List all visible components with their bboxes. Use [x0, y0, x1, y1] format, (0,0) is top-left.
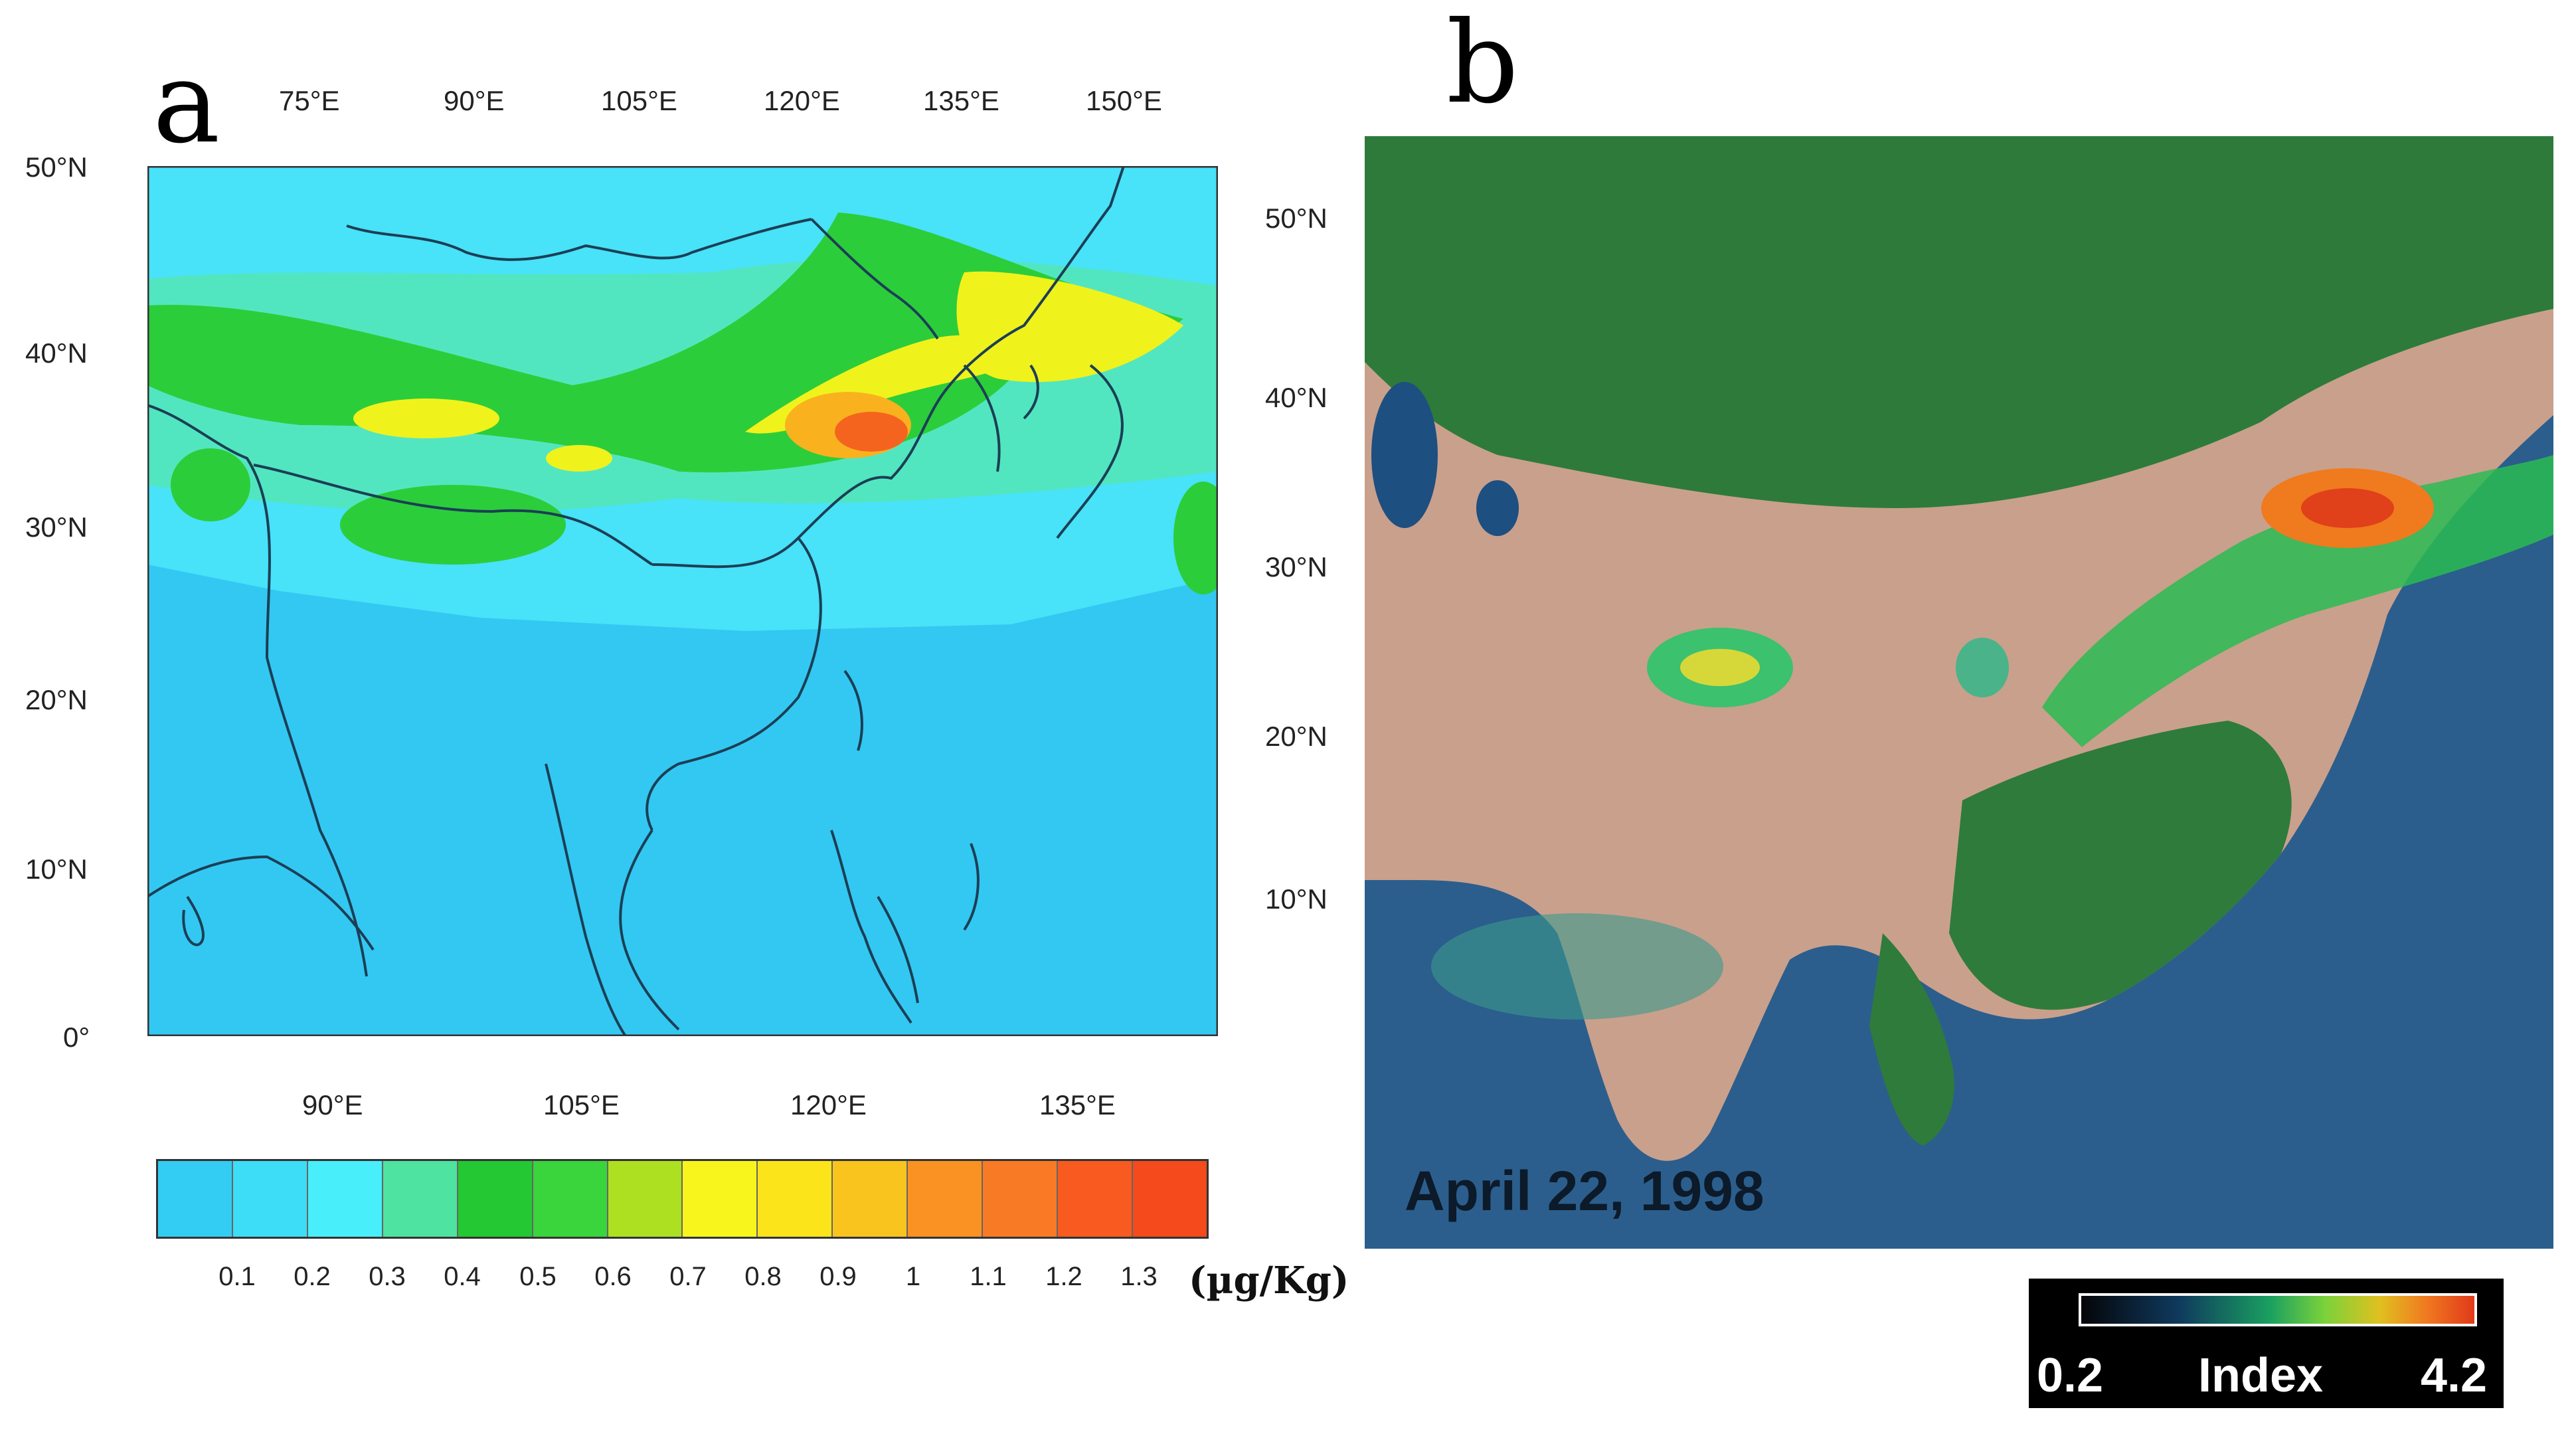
- colorbar-swatch: [758, 1161, 833, 1237]
- bottom-lon-tick: 135°E: [1039, 1089, 1116, 1120]
- colorbar-label: 0.1: [218, 1262, 256, 1291]
- yellow-patch-west: [353, 399, 499, 438]
- colorbar-swatch: [683, 1161, 758, 1237]
- top-lon-tick: 90°E: [444, 85, 505, 116]
- right-lat-tick: 10°N: [1265, 883, 1328, 915]
- aerosol-hotspot-core: [2301, 488, 2394, 528]
- colorbar-label: 0.3: [369, 1262, 406, 1291]
- colorbar-swatch: [1058, 1161, 1133, 1237]
- satellite-aerosol-map: [1365, 136, 2553, 1249]
- colorbar-label: 0.5: [519, 1262, 557, 1291]
- green-patch-south: [340, 485, 566, 565]
- red-hotspot: [835, 412, 908, 452]
- right-lat-tick: 50°N: [1265, 203, 1328, 234]
- top-lon-tick: 120°E: [764, 85, 840, 116]
- top-lon-tick: 135°E: [923, 85, 999, 116]
- top-lon-tick: 150°E: [1086, 85, 1162, 116]
- forest-indochina: [1869, 933, 1954, 1146]
- caspian-sea: [1371, 382, 1438, 528]
- colorbar-swatch: [158, 1161, 233, 1237]
- colorbar-label: 0.9: [819, 1262, 857, 1291]
- aerosol-core-taklimakan: [1680, 649, 1760, 686]
- colorbar-label: 0.6: [594, 1262, 632, 1291]
- left-lat-tick: 40°N: [25, 337, 88, 369]
- colorbar-label: 0.2: [294, 1262, 331, 1291]
- aral-sea: [1476, 480, 1519, 536]
- left-lat-tick: 0°: [63, 1022, 90, 1053]
- aerosol-haze-indian: [1431, 913, 1723, 1020]
- aerosol-patch-central: [1956, 638, 2009, 697]
- right-lat-tick: 30°N: [1265, 551, 1328, 582]
- top-lon-tick: 75°E: [279, 85, 340, 116]
- index-legend: 0.2 Index 4.2: [2029, 1279, 2504, 1408]
- bottom-lon-tick: 90°E: [302, 1089, 363, 1120]
- colorbar-label: 1.3: [1120, 1262, 1158, 1291]
- yellow-patch-small: [546, 445, 612, 472]
- colorbar-swatch: [383, 1161, 458, 1237]
- colorbar-swatch: [533, 1161, 608, 1237]
- index-min-label: 0.2: [2037, 1349, 2104, 1402]
- left-lat-tick: 50°N: [25, 151, 88, 183]
- left-lat-tick: 30°N: [25, 511, 88, 543]
- left-lat-tick: 10°N: [25, 853, 88, 885]
- colorbar-label: 1.2: [1045, 1262, 1082, 1291]
- index-max-label: 4.2: [2421, 1349, 2488, 1402]
- index-title-label: Index: [2198, 1349, 2324, 1402]
- colorbar-label: 0.8: [744, 1262, 782, 1291]
- right-lat-tick: 40°N: [1265, 382, 1328, 413]
- panel-a-letter: a: [153, 37, 220, 169]
- colorbar-unit: (µg/Kg): [1189, 1259, 1349, 1302]
- colorbar-swatch: [458, 1161, 533, 1237]
- top-lon-tick: 105°E: [601, 85, 677, 116]
- panel-b-letter: b: [1446, 0, 1519, 129]
- coastlines: [147, 166, 1125, 1036]
- left-lat-tick: 20°N: [25, 684, 88, 715]
- forest-south-east: [1949, 721, 2292, 1010]
- bottom-lon-tick: 120°E: [790, 1089, 867, 1120]
- bottom-lon-tick: 105°E: [543, 1089, 620, 1120]
- index-colorbar: [2079, 1293, 2477, 1326]
- colorbar-swatch: [833, 1161, 908, 1237]
- colorbar-label: 1.1: [970, 1262, 1007, 1291]
- forest-north: [1365, 136, 2553, 508]
- colorbar-label: 0.7: [669, 1262, 707, 1291]
- colorbar-swatch: [232, 1161, 308, 1237]
- yellow-patch-northeast: [956, 271, 1183, 383]
- colorbar: [156, 1159, 1209, 1239]
- colorbar-label: 0.4: [444, 1262, 481, 1291]
- colorbar-swatch: [307, 1161, 383, 1237]
- right-lat-tick: 20°N: [1265, 721, 1328, 752]
- aerosol-plume-pacific: [2042, 455, 2553, 747]
- green-patch-west: [171, 448, 250, 521]
- colorbar-swatch: [1132, 1161, 1207, 1237]
- dust-concentration-map: [147, 166, 1218, 1036]
- colorbar-swatch: [908, 1161, 984, 1237]
- colorbar-label: 1: [905, 1262, 921, 1291]
- image-date: April 22, 1998: [1405, 1160, 1764, 1222]
- colorbar-swatch: [608, 1161, 683, 1237]
- green-patch-east: [1173, 482, 1218, 594]
- colorbar-swatch: [983, 1161, 1059, 1237]
